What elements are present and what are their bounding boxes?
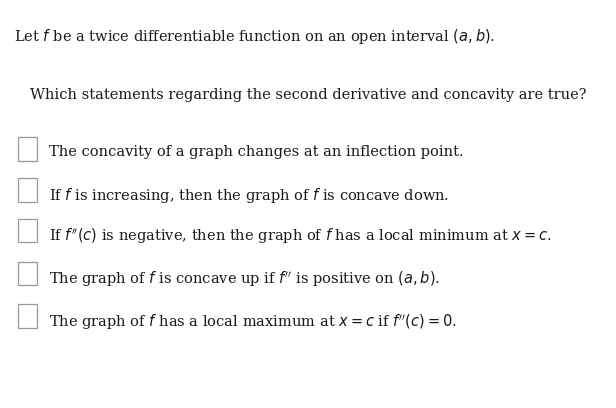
FancyBboxPatch shape [18,137,37,161]
Text: The graph of $f$ has a local maximum at $x = c$ if $f''(c) = 0$.: The graph of $f$ has a local maximum at … [49,312,457,332]
Text: Let $f$ be a twice differentiable function on an open interval $(a, b)$.: Let $f$ be a twice differentiable functi… [14,27,495,46]
Text: The graph of $f$ is concave up if $f''$ is positive on $(a, b)$.: The graph of $f$ is concave up if $f''$ … [49,269,440,289]
FancyBboxPatch shape [18,178,37,202]
Text: If $f''(c)$ is negative, then the graph of $f$ has a local minimum at $x = c$.: If $f''(c)$ is negative, then the graph … [49,226,552,246]
Text: Which statements regarding the second derivative and concavity are true?: Which statements regarding the second de… [30,88,586,102]
Text: The concavity of a graph changes at an inflection point.: The concavity of a graph changes at an i… [49,145,464,159]
FancyBboxPatch shape [18,262,37,285]
Text: If $f$ is increasing, then the graph of $f$ is concave down.: If $f$ is increasing, then the graph of … [49,186,450,205]
FancyBboxPatch shape [18,304,37,328]
FancyBboxPatch shape [18,219,37,242]
